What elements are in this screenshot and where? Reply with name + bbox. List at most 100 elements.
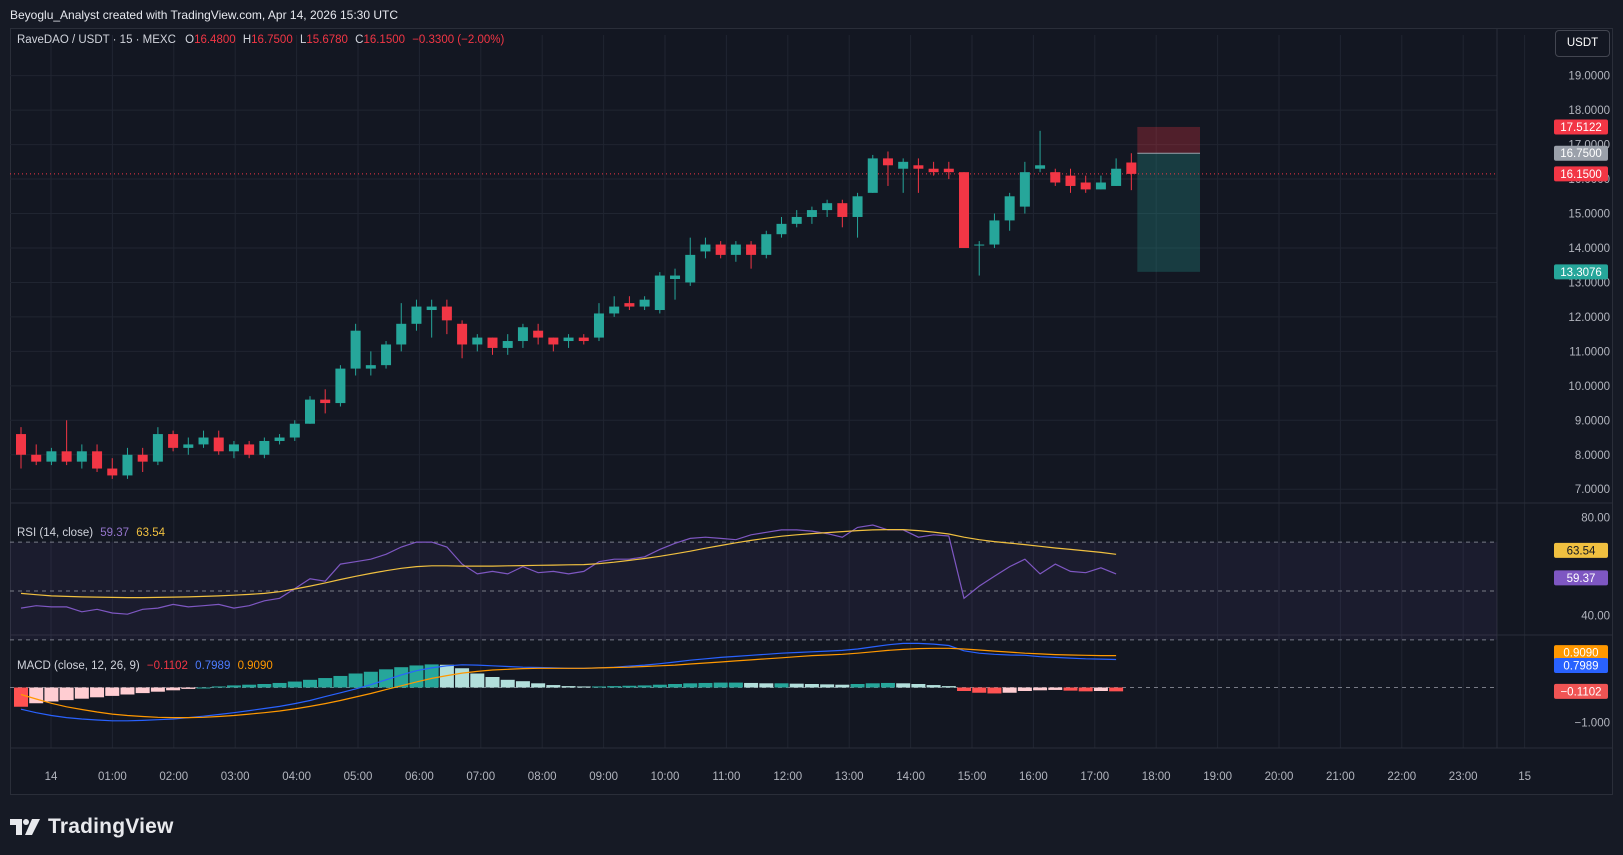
macd-histogram-bar — [455, 668, 470, 688]
macd-histogram-bar — [1063, 687, 1078, 691]
entry-price-tag: 16.7500 — [1560, 148, 1602, 160]
macd-histogram-bar — [972, 687, 987, 693]
macd-histogram-bar — [302, 679, 317, 688]
time-axis-tick-label: 01:00 — [98, 771, 127, 783]
rsi-line — [20, 524, 1117, 615]
bearish-candle — [168, 434, 179, 448]
attribution-text: Beyoglu_Analyst created with TradingView… — [10, 8, 399, 22]
time-axis-tick-label: 22:00 — [1387, 771, 1416, 783]
macd-histogram-bar — [318, 678, 333, 688]
bullish-candle — [228, 444, 239, 452]
current-price-tag-bg — [1554, 166, 1608, 182]
macd-histogram-bar — [941, 686, 956, 688]
bullish-candle — [593, 313, 604, 338]
macd-histogram-bar — [926, 685, 941, 688]
bullish-candle — [654, 275, 665, 311]
macd-histogram-bar — [1109, 687, 1124, 692]
bullish-candle — [335, 368, 346, 404]
bullish-candle — [898, 161, 909, 169]
macd-histogram-bar — [865, 683, 880, 688]
macd-histogram-bar — [348, 673, 363, 688]
bearish-candle — [487, 337, 498, 348]
price-axis-tick-label: 14.0000 — [1568, 243, 1610, 255]
time-axis-tick-label: 05:00 — [344, 771, 373, 783]
bullish-candle — [670, 275, 681, 279]
macd-histogram-bar — [759, 683, 774, 688]
macd-histogram-bar — [105, 687, 120, 696]
macd-signal-tag-bg — [1554, 645, 1608, 661]
time-axis-tick-label: 19:00 — [1203, 771, 1232, 783]
target-price-tag-bg — [1554, 264, 1608, 280]
macd-signal-tag: 0.9090 — [1563, 648, 1598, 660]
time-axis-tick-label: 13:00 — [835, 771, 864, 783]
bullish-candle — [259, 440, 270, 455]
bullish-candle — [1035, 165, 1046, 169]
bullish-candle — [365, 365, 376, 369]
macd-histogram-bar — [820, 684, 835, 688]
macd-histogram-bar — [1078, 687, 1093, 692]
macd-histogram-bar — [561, 686, 576, 688]
bearish-candle — [882, 158, 893, 166]
bearish-candle — [320, 399, 331, 404]
macd-line — [20, 642, 1117, 722]
bearish-candle — [578, 337, 589, 342]
rsi-tag: 59.37 — [1567, 573, 1596, 585]
chart-frame[interactable] — [10, 28, 1613, 795]
macd-histogram-bar — [698, 682, 713, 688]
bearish-candle — [533, 330, 544, 338]
rsi-ma-tag-bg — [1554, 542, 1608, 558]
stop-loss-zone — [1137, 126, 1200, 154]
bearish-candle — [548, 337, 559, 345]
rsi-value: 59.37 — [100, 527, 130, 539]
bearish-candle — [1065, 175, 1076, 186]
bullish-candle — [152, 434, 163, 462]
bullish-candle — [700, 244, 711, 252]
macd-histogram-bar — [880, 682, 895, 688]
bullish-candle — [517, 327, 528, 342]
low-label: L — [299, 34, 307, 46]
macd-histogram-bar — [272, 682, 287, 688]
bullish-candle — [183, 444, 194, 448]
bullish-candle — [609, 306, 620, 314]
bullish-candle — [639, 299, 650, 307]
bearish-candle — [244, 444, 255, 455]
brand-name: TradingView — [48, 815, 174, 838]
symbol-name[interactable]: RaveDAO / USDT · 15 · MEXC — [17, 34, 176, 46]
macd-histogram-bar — [728, 682, 743, 688]
bearish-candle — [31, 454, 42, 462]
macd-histogram-bar — [181, 687, 196, 689]
macd-histogram-bar — [470, 673, 485, 688]
macd-histogram-bar — [622, 685, 637, 688]
macd-histogram-bar — [379, 669, 394, 688]
macd-histogram-bar — [896, 683, 911, 688]
price-axis-tick-label: 7.0000 — [1575, 484, 1610, 496]
bullish-candle — [274, 437, 285, 441]
bearish-candle — [746, 244, 757, 255]
currency-button[interactable]: USDT — [1555, 30, 1610, 57]
bullish-candle — [806, 210, 817, 217]
time-axis-tick-label: 11:00 — [712, 771, 740, 783]
bullish-candle — [304, 399, 315, 424]
macd-histogram-bar — [409, 665, 424, 688]
bullish-candle — [411, 306, 422, 324]
bullish-candle — [122, 454, 133, 476]
price-axis-tick-label: 12.0000 — [1568, 312, 1610, 324]
macd-histogram-bar — [257, 684, 272, 688]
time-axis-tick-label: 16:00 — [1019, 771, 1048, 783]
bullish-candle — [76, 451, 87, 462]
bullish-candle — [502, 341, 513, 348]
macd-histogram-bar — [333, 675, 348, 688]
rsi-title[interactable]: RSI (14, close) — [17, 527, 94, 539]
time-axis-tick-label: 20:00 — [1265, 771, 1294, 783]
bearish-candle — [943, 168, 954, 173]
macd-title[interactable]: MACD (close, 12, 26, 9) — [17, 660, 140, 672]
macd-histogram-bar — [1048, 687, 1063, 690]
time-axis-tick-label: 04:00 — [282, 771, 311, 783]
close-label: C — [355, 34, 364, 46]
entry-price-tag-bg — [1554, 145, 1608, 161]
macd-legend: MACD (close, 12, 26, 9) −0.1102 0.7989 0… — [17, 660, 273, 672]
macd-line-tag-bg — [1554, 658, 1608, 674]
open-label: O — [185, 34, 195, 46]
time-axis-tick-label: 15 — [1518, 771, 1531, 783]
